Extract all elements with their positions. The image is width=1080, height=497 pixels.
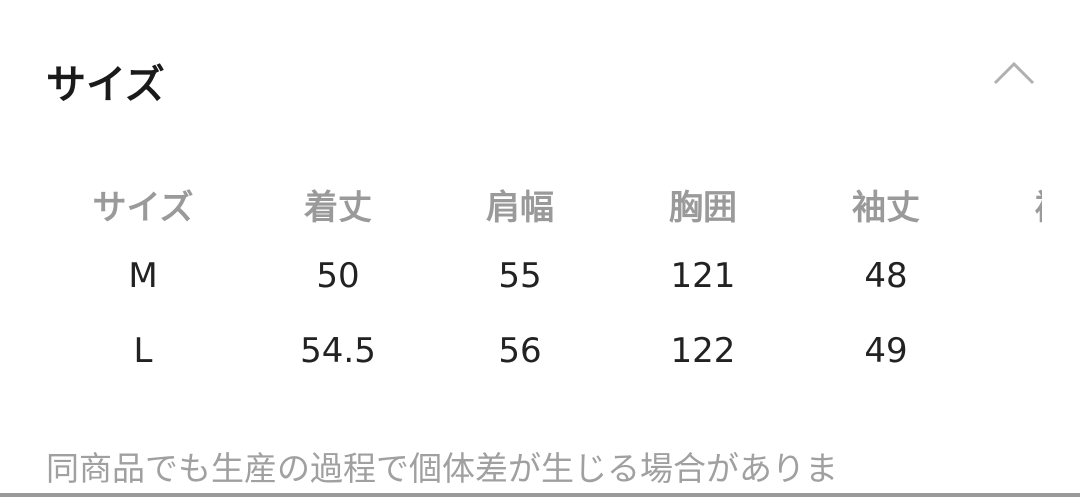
table-cell: 55 — [498, 256, 542, 296]
table-cell: 50 — [316, 256, 360, 296]
header-length: 着丈 — [304, 188, 372, 228]
table-cell: 121 — [670, 256, 736, 296]
header-yuki: 裄丈 — [979, 180, 1042, 229]
chevron-up-icon[interactable] — [992, 58, 1036, 88]
header-chest: 胸囲 — [669, 188, 737, 228]
divider — [0, 493, 1080, 497]
header-sleeve: 袖丈 — [852, 188, 920, 228]
size-note: 同商品でも生産の過程で個体差が生じる場合がありま — [46, 449, 838, 488]
table-cell: 56 — [498, 331, 542, 371]
table-cell: M — [128, 256, 158, 296]
size-table: サイズ 着丈 肩幅 胸囲 袖丈 裄丈 M 50 55 121 48 L 54.5… — [92, 180, 1043, 371]
table-cell: 49 — [864, 331, 908, 371]
table-cell: L — [133, 331, 153, 371]
section-title: サイズ — [46, 62, 165, 108]
table-cell: 48 — [864, 256, 908, 296]
table-cell: 54.5 — [300, 331, 376, 371]
header-size: サイズ — [92, 188, 194, 228]
header-shoulder: 肩幅 — [486, 188, 554, 228]
table-cell: 122 — [670, 331, 736, 371]
